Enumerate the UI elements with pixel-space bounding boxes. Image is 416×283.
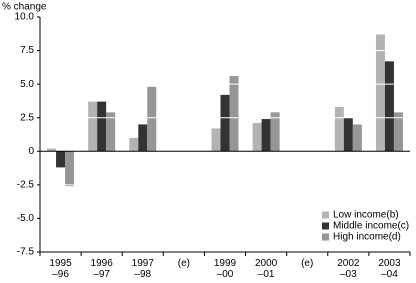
bar <box>138 124 148 152</box>
bar <box>88 101 98 152</box>
y-axis-label: % change <box>2 2 47 13</box>
x-tick-label: 1997 –98 <box>131 258 154 280</box>
bar <box>375 34 385 152</box>
y-tick-label: 2.5 <box>20 112 34 123</box>
legend-swatch <box>322 211 329 219</box>
y-tick-label: -2.5 <box>17 179 35 190</box>
bar <box>220 94 230 152</box>
legend-label: Middle income(c) <box>333 221 409 232</box>
bar <box>270 112 280 152</box>
bar <box>352 124 362 152</box>
x-tick-label: 1995 –96 <box>49 258 72 280</box>
bar <box>334 106 344 152</box>
x-tick-label: 2000 –01 <box>254 258 278 280</box>
y-tick-label: 7.5 <box>20 45 34 56</box>
bar <box>384 61 394 152</box>
y-tick-label: 5.0 <box>20 79 34 90</box>
x-tick-label: (e) <box>177 258 190 269</box>
bar <box>56 151 66 168</box>
bar <box>97 101 107 152</box>
bar <box>229 76 239 152</box>
bar <box>65 151 75 187</box>
legend-label: Low income(b) <box>333 210 399 221</box>
x-tick-label: 1999 –00 <box>213 258 237 280</box>
y-tick-label: -7.5 <box>17 247 35 258</box>
bar <box>47 148 57 152</box>
bar <box>393 112 403 152</box>
bar <box>252 123 262 152</box>
bar <box>129 137 139 152</box>
bar <box>211 128 221 152</box>
bar <box>147 86 157 152</box>
legend-label: High income(d) <box>333 232 401 243</box>
legend-swatch <box>322 233 329 241</box>
y-tick-label: 10.0 <box>15 12 35 23</box>
x-tick-label: (e) <box>301 258 314 269</box>
bar <box>261 119 271 152</box>
x-tick-label: 2003 –04 <box>378 258 401 280</box>
y-tick-label: -5.0 <box>17 213 35 224</box>
x-tick-label: 2002 –03 <box>337 258 360 280</box>
x-tick-label: 1996 –97 <box>90 258 113 280</box>
bar <box>343 117 353 152</box>
y-tick-label: 0 <box>28 146 34 157</box>
bar <box>106 112 116 152</box>
legend-swatch <box>322 222 329 230</box>
